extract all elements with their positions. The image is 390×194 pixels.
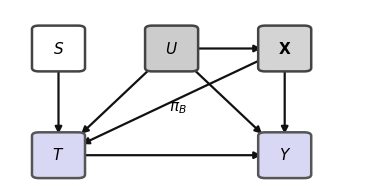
FancyArrowPatch shape [282,70,287,131]
Text: $\pi_B$: $\pi_B$ [168,101,186,116]
Text: $U$: $U$ [165,41,178,56]
FancyArrowPatch shape [83,70,149,132]
FancyArrowPatch shape [195,46,259,51]
Text: $\mathbf{X}$: $\mathbf{X}$ [278,41,291,56]
FancyArrowPatch shape [84,60,261,143]
FancyArrowPatch shape [56,70,61,131]
FancyBboxPatch shape [258,26,311,71]
FancyBboxPatch shape [145,26,198,71]
FancyArrowPatch shape [194,70,260,132]
FancyBboxPatch shape [32,26,85,71]
Text: $S$: $S$ [53,41,64,56]
Text: $Y$: $Y$ [278,147,291,163]
FancyBboxPatch shape [258,132,311,178]
FancyBboxPatch shape [32,132,85,178]
FancyArrowPatch shape [82,152,259,158]
Text: $T$: $T$ [52,147,65,163]
